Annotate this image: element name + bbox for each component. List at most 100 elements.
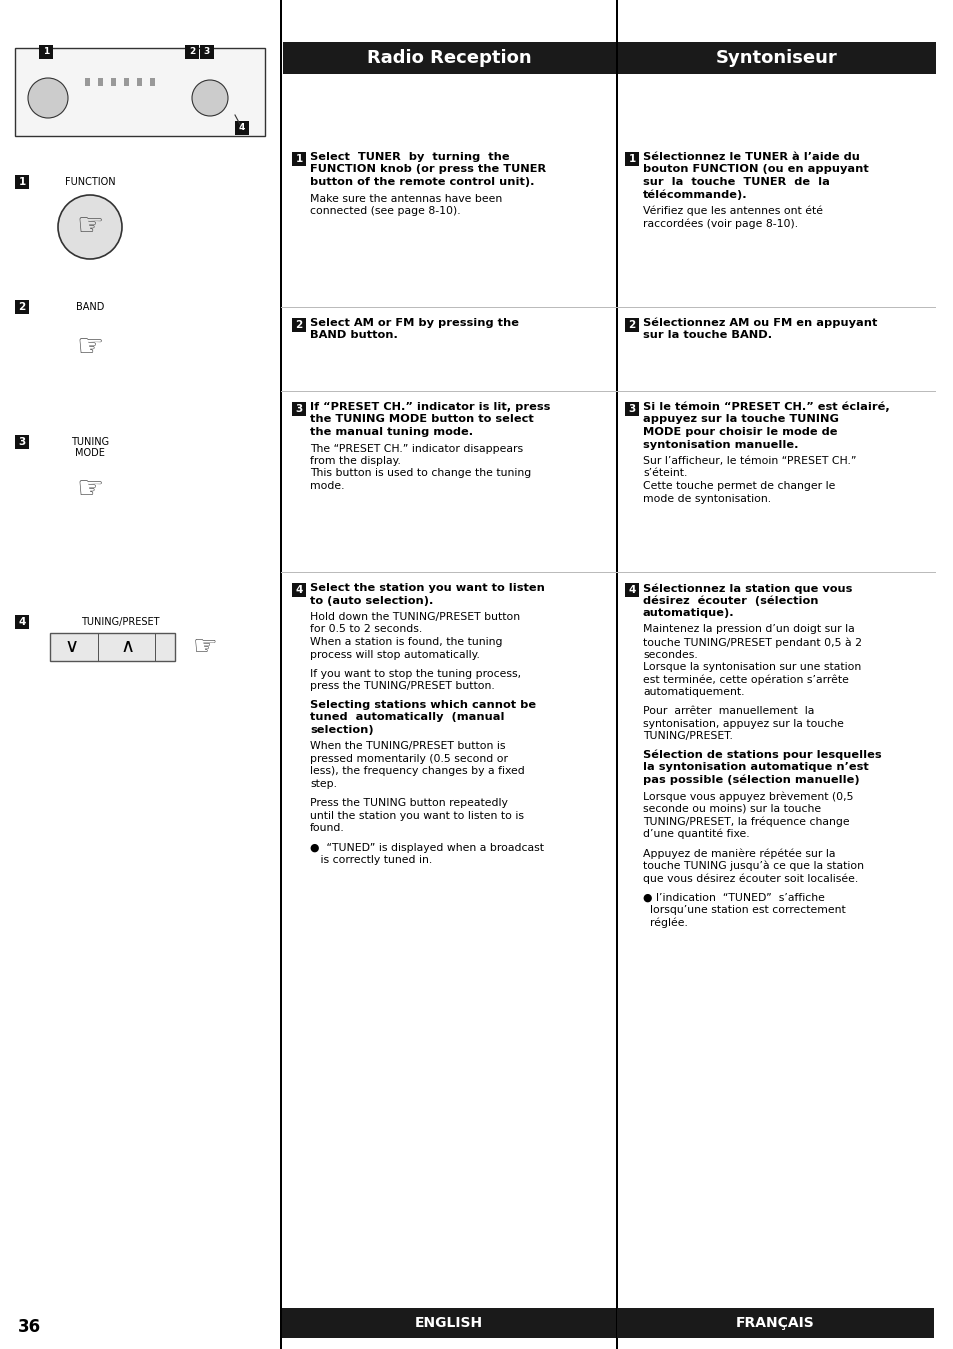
Bar <box>234 121 249 135</box>
Text: If “PRESET CH.” indicator is lit, press: If “PRESET CH.” indicator is lit, press <box>310 402 550 411</box>
Text: seconde ou moins) sur la touche: seconde ou moins) sur la touche <box>642 804 821 813</box>
Text: TUNING/PRESET.: TUNING/PRESET. <box>642 731 732 742</box>
Text: pas possible (sélection manuelle): pas possible (sélection manuelle) <box>642 774 859 785</box>
Text: Press the TUNING button repeatedly: Press the TUNING button repeatedly <box>310 799 507 808</box>
Text: 2: 2 <box>295 320 302 331</box>
Text: ∧: ∧ <box>121 638 135 657</box>
Bar <box>624 318 639 332</box>
Text: Vérifiez que les antennes ont été: Vérifiez que les antennes ont été <box>642 206 822 216</box>
Text: lorsqu’une station est correctement: lorsqu’une station est correctement <box>642 905 845 915</box>
Bar <box>15 434 29 449</box>
Text: step.: step. <box>310 778 336 789</box>
Text: until the station you want to listen to is: until the station you want to listen to … <box>310 811 523 820</box>
Text: ●  “TUNED” is displayed when a broadcast: ● “TUNED” is displayed when a broadcast <box>310 843 543 853</box>
Bar <box>15 615 29 629</box>
Text: ☞: ☞ <box>76 333 104 363</box>
Text: automatique).: automatique). <box>642 608 734 618</box>
Text: Make sure the antennas have been: Make sure the antennas have been <box>310 193 501 204</box>
Text: pressed momentarily (0.5 second or: pressed momentarily (0.5 second or <box>310 754 507 764</box>
Bar <box>124 78 129 86</box>
Text: BAND button.: BAND button. <box>310 331 397 340</box>
Text: touche TUNING/PRESET pendant 0,5 à 2: touche TUNING/PRESET pendant 0,5 à 2 <box>642 637 862 648</box>
Text: que vous désirez écouter soit localisée.: que vous désirez écouter soit localisée. <box>642 873 858 884</box>
Text: 36: 36 <box>18 1318 41 1336</box>
Text: Select AM or FM by pressing the: Select AM or FM by pressing the <box>310 318 518 328</box>
Bar <box>292 402 306 415</box>
Text: Select  TUNER  by  turning  the: Select TUNER by turning the <box>310 152 509 162</box>
Text: Syntoniseur: Syntoniseur <box>716 49 837 67</box>
Text: FUNCTION: FUNCTION <box>65 177 115 188</box>
Text: MODE: MODE <box>75 448 105 459</box>
Text: 1: 1 <box>628 154 635 165</box>
Text: ☞: ☞ <box>193 633 217 661</box>
Bar <box>15 49 265 136</box>
Text: 4: 4 <box>295 585 302 595</box>
Bar <box>185 45 199 59</box>
Text: bouton FUNCTION (ou en appuyant: bouton FUNCTION (ou en appuyant <box>642 165 868 174</box>
Text: s’éteint.: s’éteint. <box>642 468 687 479</box>
Text: 3: 3 <box>18 437 26 447</box>
Bar <box>15 175 29 189</box>
Text: Sélectionnez AM ou FM en appuyant: Sélectionnez AM ou FM en appuyant <box>642 318 877 329</box>
Text: 1: 1 <box>295 154 302 165</box>
Bar <box>283 42 616 74</box>
Bar <box>292 152 306 166</box>
Text: ∨: ∨ <box>65 638 79 657</box>
Text: Sélectionnez le TUNER à l’aide du: Sélectionnez le TUNER à l’aide du <box>642 152 859 162</box>
Text: to (auto selection).: to (auto selection). <box>310 595 433 606</box>
Text: Sélectionnez la station que vous: Sélectionnez la station que vous <box>642 583 851 594</box>
Text: Pour  arrêter  manuellement  la: Pour arrêter manuellement la <box>642 707 814 716</box>
Text: Selecting stations which cannot be: Selecting stations which cannot be <box>310 700 536 710</box>
Text: secondes.: secondes. <box>642 649 697 660</box>
Text: 4: 4 <box>18 616 26 627</box>
Bar <box>111 78 116 86</box>
Text: tuned  automatically  (manual: tuned automatically (manual <box>310 712 504 722</box>
Text: 4: 4 <box>628 585 635 595</box>
Circle shape <box>58 196 122 259</box>
Bar <box>292 583 306 598</box>
Text: found.: found. <box>310 823 344 834</box>
Bar <box>137 78 142 86</box>
Bar <box>624 402 639 415</box>
Text: TUNING/PRESET, la fréquence change: TUNING/PRESET, la fréquence change <box>642 816 849 827</box>
Text: syntonisation manuelle.: syntonisation manuelle. <box>642 440 798 449</box>
Text: Sélection de stations pour lesquelles: Sélection de stations pour lesquelles <box>642 750 881 761</box>
Text: ☞: ☞ <box>76 213 104 241</box>
Text: the manual tuning mode.: the manual tuning mode. <box>310 428 473 437</box>
Text: mode.: mode. <box>310 482 344 491</box>
Text: syntonisation, appuyez sur la touche: syntonisation, appuyez sur la touche <box>642 719 843 728</box>
Text: 3: 3 <box>204 47 210 57</box>
Bar <box>154 633 156 661</box>
Text: button of the remote control unit).: button of the remote control unit). <box>310 177 534 188</box>
Text: 2: 2 <box>189 47 195 57</box>
Text: Cette touche permet de changer le: Cette touche permet de changer le <box>642 482 835 491</box>
Text: sur la touche BAND.: sur la touche BAND. <box>642 331 771 340</box>
Text: 2: 2 <box>18 302 26 312</box>
Text: ● l’indication  “TUNED”  s’affiche: ● l’indication “TUNED” s’affiche <box>642 893 824 902</box>
Text: Lorsque vous appuyez brèvement (0,5: Lorsque vous appuyez brèvement (0,5 <box>642 792 853 801</box>
Text: TUNING/PRESET: TUNING/PRESET <box>81 616 159 627</box>
Text: process will stop automatically.: process will stop automatically. <box>310 649 479 660</box>
Text: Sur l’afficheur, le témoin “PRESET CH.”: Sur l’afficheur, le témoin “PRESET CH.” <box>642 456 856 465</box>
Bar <box>280 0 282 1349</box>
Circle shape <box>192 80 228 116</box>
Text: Radio Reception: Radio Reception <box>366 49 531 67</box>
Text: télécommande).: télécommande). <box>642 189 747 200</box>
Text: appuyez sur la touche TUNING: appuyez sur la touche TUNING <box>642 414 838 425</box>
Text: 3: 3 <box>295 403 302 414</box>
Text: the TUNING MODE button to select: the TUNING MODE button to select <box>310 414 533 425</box>
Text: d’une quantité fixe.: d’une quantité fixe. <box>642 828 749 839</box>
Text: 2: 2 <box>628 320 635 331</box>
Text: The “PRESET CH.” indicator disappears: The “PRESET CH.” indicator disappears <box>310 444 522 453</box>
Text: 3: 3 <box>628 403 635 414</box>
Text: This button is used to change the tuning: This button is used to change the tuning <box>310 468 531 479</box>
Text: BAND: BAND <box>75 302 104 312</box>
Text: raccordées (voir page 8-10).: raccordées (voir page 8-10). <box>642 219 798 229</box>
Text: selection): selection) <box>310 724 374 735</box>
Bar <box>150 78 154 86</box>
Bar <box>616 0 618 1349</box>
Text: sur  la  touche  TUNER  de  la: sur la touche TUNER de la <box>642 177 829 188</box>
Text: réglée.: réglée. <box>642 917 687 928</box>
Text: Hold down the TUNING/PRESET button: Hold down the TUNING/PRESET button <box>310 612 519 622</box>
Text: FRANÇAIS: FRANÇAIS <box>735 1317 814 1330</box>
